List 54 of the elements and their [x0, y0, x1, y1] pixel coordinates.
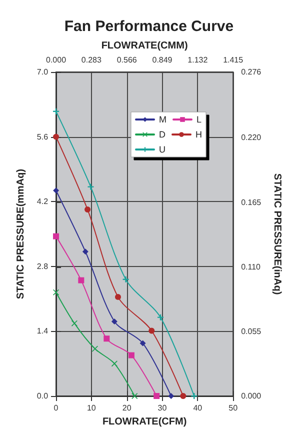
- x2-axis-title: FLOWRATE(CMM): [101, 40, 188, 52]
- y-tick-label: 7.0: [36, 68, 49, 76]
- point: [53, 187, 60, 194]
- point: [53, 108, 60, 114]
- legend-label: D: [159, 130, 166, 140]
- x2-tick-label: 1.415: [223, 56, 244, 64]
- x2-tick-label: 0.566: [116, 56, 138, 64]
- point: [180, 393, 186, 399]
- x-tick-label: 20: [122, 404, 132, 412]
- x-tick-label: 30: [158, 404, 168, 412]
- x2-tick-label: 0.000: [46, 56, 67, 64]
- y-tick-label: 1.4: [36, 326, 49, 336]
- point: [157, 314, 164, 320]
- point: [78, 277, 84, 284]
- point: [115, 294, 121, 300]
- point: [111, 360, 118, 367]
- chart-title: Fan Performance Curve: [64, 18, 234, 35]
- legend-label: L: [196, 114, 202, 124]
- y2-tick-label: 0.000: [241, 392, 262, 400]
- x-tick-label: 40: [193, 404, 203, 412]
- point: [111, 318, 118, 324]
- x-tick-label: 50: [228, 404, 238, 412]
- y2-tick-label: 0.110: [241, 262, 262, 272]
- point: [122, 276, 129, 282]
- point: [128, 352, 134, 358]
- point: [88, 184, 94, 190]
- x-axis-title: FLOWRATE(CFM): [102, 416, 187, 428]
- point: [168, 393, 174, 399]
- y-tick-label: 0.0: [36, 392, 49, 400]
- x2-tick-label: 1.132: [188, 56, 208, 64]
- y-tick-label: 4.2: [36, 197, 49, 206]
- point: [140, 340, 146, 346]
- x2-tick-label: 0.283: [81, 56, 102, 64]
- x-tick-label: 0: [54, 404, 59, 412]
- y-tick-label: 5.6: [36, 132, 49, 142]
- x-tick-label: 10: [86, 404, 96, 412]
- y-axis-title: STATIC PRESSURE(mmAq): [16, 168, 26, 300]
- legend-label: U: [159, 144, 166, 154]
- y2-tick-label: 0.276: [241, 68, 262, 76]
- point: [148, 328, 155, 334]
- point: [104, 336, 110, 342]
- legend-label: H: [196, 130, 202, 140]
- point: [82, 248, 88, 255]
- point: [53, 134, 60, 140]
- y2-tick-label: 0.055: [241, 326, 262, 336]
- y2-tick-label: 0.220: [241, 133, 262, 142]
- y2-axis-title: STATIC PRESSURE(inAq): [272, 173, 282, 295]
- legend-label: M: [159, 114, 166, 124]
- point: [84, 206, 91, 212]
- point: [154, 393, 160, 399]
- point: [53, 233, 60, 240]
- y2-tick-label: 0.165: [241, 198, 262, 207]
- y-tick-label: 2.8: [36, 262, 49, 271]
- x2-tick-label: 0.849: [152, 56, 173, 64]
